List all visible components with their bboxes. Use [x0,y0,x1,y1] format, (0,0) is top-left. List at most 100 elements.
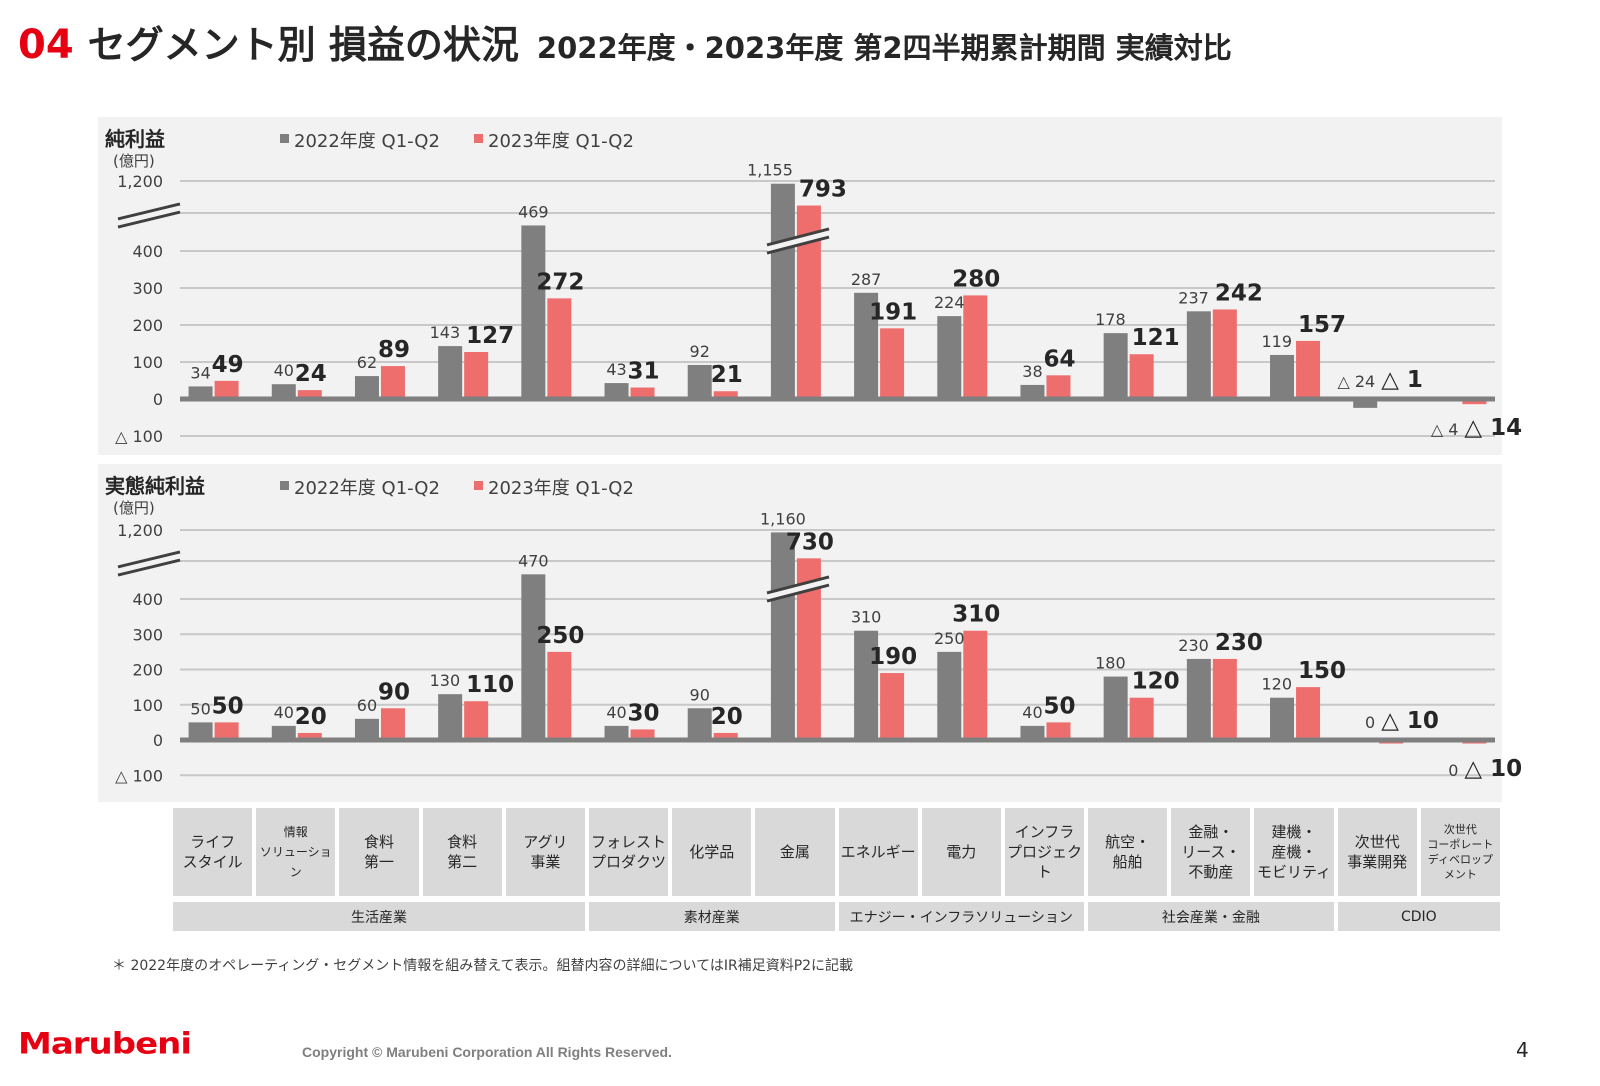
data-label-2022: 40 [274,703,294,722]
bar-2022 [937,316,962,399]
bar-2022 [604,725,629,740]
axis-break-mark [766,235,830,255]
data-label-2023: 110 [466,672,514,698]
y-tick-label: 1,200 [117,521,163,540]
y-tick-label: △ 100 [115,427,163,446]
axis-break-gap [766,230,830,252]
data-label-2023: 30 [628,700,660,726]
bar-2023 [214,380,239,399]
page-title: セグメント別 損益の状況 [87,23,519,67]
legend-label-2022: 2022年度 Q1-Q2 [294,131,440,152]
y-tick-label: 1,200 [117,172,163,191]
bar-2022 [271,725,296,740]
bar-2023 [713,732,738,740]
legend-swatch-2023 [474,481,483,490]
y-tick-label: 400 [132,590,163,609]
axis-break-gap [117,205,181,226]
data-label-2022: 34 [190,363,210,382]
bar-2022 [687,708,712,740]
bar-2023 [1296,687,1321,740]
bar-2023 [297,390,322,399]
data-label-2022: 0 [1448,761,1458,780]
chart-title: 純利益 [105,127,165,151]
data-label-2022: 250 [934,629,965,648]
bar-2022 [521,574,546,740]
data-label-2022: 92 [690,342,710,361]
category-label: 食料 第二 [422,808,502,896]
bar-2022 [438,694,463,740]
y-tick-label: 100 [132,696,163,715]
unit-label: (億円) [113,152,155,170]
data-label-2022: 224 [934,293,965,312]
y-tick-label: 0 [153,390,163,409]
data-label-2023: 127 [466,323,514,349]
bar-2022 [354,376,379,399]
data-label-2023: 21 [711,362,743,388]
bar-2022 [854,630,879,740]
bar-2022 [188,722,213,740]
section-number: 04 [18,22,74,68]
copyright: Copyright © Marubeni Corporation All Rig… [302,1044,672,1060]
data-label-2023: 280 [952,266,1000,292]
bar-2023 [464,701,489,740]
data-label-2023: 31 [628,359,660,385]
data-label-2022: 287 [851,270,882,289]
data-label-2022: 60 [357,696,377,715]
bar-2023 [380,366,405,399]
data-label-2023: 190 [869,644,917,670]
bar-2023 [630,387,655,399]
category-label: 次世代 コーポレート ディベロップ メント [1420,808,1500,896]
bar-2023 [713,391,738,399]
data-label-2023: 20 [711,704,743,730]
category-label: エネルギー [838,808,918,896]
bar-2022 [1186,311,1211,399]
category-label: アグリ 事業 [505,808,585,896]
category-label: 電力 [921,808,1001,896]
category-label: 航空・ 船舶 [1088,808,1168,896]
data-label-2023: 157 [1298,312,1346,338]
data-label-2023: 310 [952,602,1000,628]
group-label: エナジー・インフラソリューション [838,902,1085,931]
category-label: インフラ プロジェクト [1004,808,1085,896]
bar-2023 [963,295,988,399]
chart-title: 実態純利益 [105,474,205,498]
data-label-2022: 1,155 [747,161,793,180]
bar-2022 [438,346,463,399]
legend-label-2023: 2023年度 Q1-Q2 [488,131,634,152]
data-label-2022: △ 4 [1431,420,1459,439]
bar-2022 [1103,333,1128,399]
unit-label: (億円) [113,499,155,517]
axis-break-mark [117,202,181,221]
data-label-2022: 40 [606,703,626,722]
bar-2022 [271,384,296,399]
data-label-2023: 242 [1215,280,1263,306]
category-label: 次世代 事業開発 [1337,808,1417,896]
data-label-2022: 143 [430,323,461,342]
data-label-2022: 178 [1095,310,1126,329]
y-tick-label: 200 [132,661,163,680]
category-label: フォレスト プロダクツ [588,808,669,896]
page-subtitle: 2022年度・2023年度 第2四半期累計期間 実績対比 [536,31,1232,65]
legend-swatch-2023 [474,134,483,143]
group-label: 生活産業 [173,902,585,931]
y-tick-label: 0 [153,731,163,750]
data-label-2022: 237 [1178,288,1209,307]
category-label: 情報 ソリューション [256,808,336,896]
axis-break-gap [766,578,830,600]
bar-2022 [770,532,795,740]
data-label-2023: 793 [799,177,847,203]
bar-2022 [1270,697,1295,740]
data-label-2023: 90 [378,679,410,705]
data-label-2023: 89 [378,337,410,363]
data-label-2022: △ 24 [1337,372,1375,391]
y-tick-label: △ 100 [115,766,163,785]
y-tick-label: 300 [132,625,163,644]
bar-2022 [937,651,962,740]
axis-break-mark [766,575,830,595]
axis-break-gap [117,553,181,574]
data-label-2022: 40 [274,361,294,380]
data-label-2023: 250 [536,623,584,649]
bar-2022 [1020,725,1045,740]
marubeni-logo: Marubeni [18,1027,192,1061]
bar-2023 [1212,309,1237,399]
